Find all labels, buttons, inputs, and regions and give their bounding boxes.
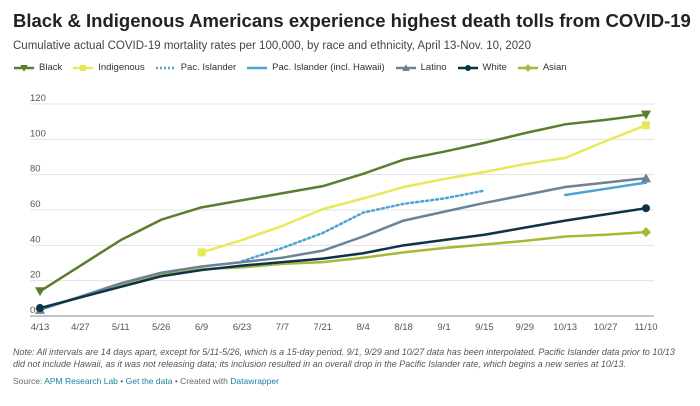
legend-swatch	[14, 64, 34, 72]
legend-swatch	[247, 66, 268, 69]
series-marker-white	[36, 304, 44, 313]
legend-swatch	[457, 64, 478, 71]
series-marker-latino	[641, 173, 651, 183]
series-marker-white	[642, 204, 650, 213]
legend-item: Latino	[395, 62, 447, 73]
y-tick-label: 0	[30, 305, 35, 316]
legend-label: Black	[39, 62, 63, 73]
x-tick-label: 5/26	[152, 322, 171, 330]
x-tick-label: 9/1	[437, 322, 450, 330]
legend-swatch	[517, 63, 538, 72]
legend-marker	[464, 64, 471, 71]
x-tick-label: 5/11	[112, 322, 130, 330]
legend-label: Latino	[420, 62, 447, 73]
x-tick-label: 10/13	[553, 322, 577, 330]
legend-swatch	[73, 64, 94, 71]
legend-marker	[80, 64, 87, 71]
x-tick-label: 4/27	[71, 322, 90, 330]
x-tick-label: 10/27	[594, 322, 618, 330]
legend-label: Asian	[542, 62, 567, 73]
chart-title: Black & Indigenous Americans experience …	[13, 10, 691, 31]
legend-label: Indigenous	[98, 62, 145, 73]
legend-item: White	[457, 62, 507, 73]
y-tick-label: 120	[30, 93, 46, 104]
source-label: Source:	[13, 376, 43, 386]
series-marker-black	[35, 287, 45, 297]
series-line-pac-islander	[240, 189, 486, 263]
series-marker-asian	[641, 227, 651, 238]
series-marker-black	[641, 110, 651, 120]
series-marker-indigenous	[642, 121, 650, 130]
y-tick-label: 80	[30, 164, 41, 175]
legend-label: Pac. Islander	[180, 62, 237, 73]
series-line-latino	[38, 176, 648, 312]
datawrapper-link[interactable]: Datawrapper	[230, 376, 279, 386]
x-tick-label: 7/7	[276, 322, 289, 330]
y-tick-label: 100	[30, 128, 46, 139]
x-tick-label: 6/23	[233, 322, 252, 330]
legend-item: Black	[13, 62, 62, 73]
legend-item: Indigenous	[72, 62, 145, 73]
x-tick-label: 8/4	[357, 322, 370, 330]
y-tick-label: 60	[30, 199, 41, 210]
footer: Source: APM Research Lab • Get the data …	[13, 376, 279, 386]
x-tick-label: 4/13	[31, 322, 50, 330]
line-chart: 0 20 40 60 80 100 120 4/13 4/27 5/11 5/26 6/9 6/23 7/…	[30, 93, 658, 330]
series-line-indigenous	[200, 123, 648, 254]
source-link[interactable]: APM Research Lab	[44, 376, 118, 386]
series-line-asian	[38, 230, 648, 311]
series-line-white	[38, 206, 648, 310]
footer-separator: •	[120, 376, 124, 386]
series-marker-indigenous	[197, 248, 206, 257]
get-data-link[interactable]: Get the data	[125, 376, 173, 386]
x-tick-label: 9/15	[475, 322, 494, 330]
created-with-label: Created with	[180, 376, 228, 386]
legend: Black Indigenous Pac. Islander Pac. Islande…	[13, 62, 577, 73]
chart-note: Note: All intervals are 14 days apart, e…	[13, 347, 675, 369]
legend-swatch	[155, 66, 176, 69]
series-line-black	[38, 113, 648, 293]
legend-item: Pac. Islander (incl. Hawaii)	[246, 62, 385, 73]
x-tick-label: 11/10	[634, 322, 657, 330]
legend-marker	[20, 64, 28, 72]
legend-swatch	[395, 63, 416, 71]
chart-subtitle: Cumulative actual COVID-19 mortality rat…	[13, 40, 531, 52]
footer-separator: •	[174, 376, 178, 386]
legend-label: Pac. Islander (incl. Hawaii)	[272, 62, 385, 73]
legend-marker	[524, 63, 532, 72]
y-tick-label: 20	[30, 270, 41, 281]
x-tick-label: 9/29	[516, 322, 535, 330]
legend-item: Pac. Islander	[155, 62, 236, 73]
series-line-pac-islander-incl-hawaii	[563, 181, 648, 197]
x-tick-label: 6/9	[195, 322, 208, 330]
x-tick-label: 7/21	[314, 322, 333, 330]
legend-label: White	[482, 62, 507, 73]
x-tick-label: 8/18	[394, 322, 413, 330]
y-tick-label: 40	[30, 234, 41, 245]
legend-marker	[401, 63, 410, 71]
legend-item: Asian	[517, 62, 567, 73]
